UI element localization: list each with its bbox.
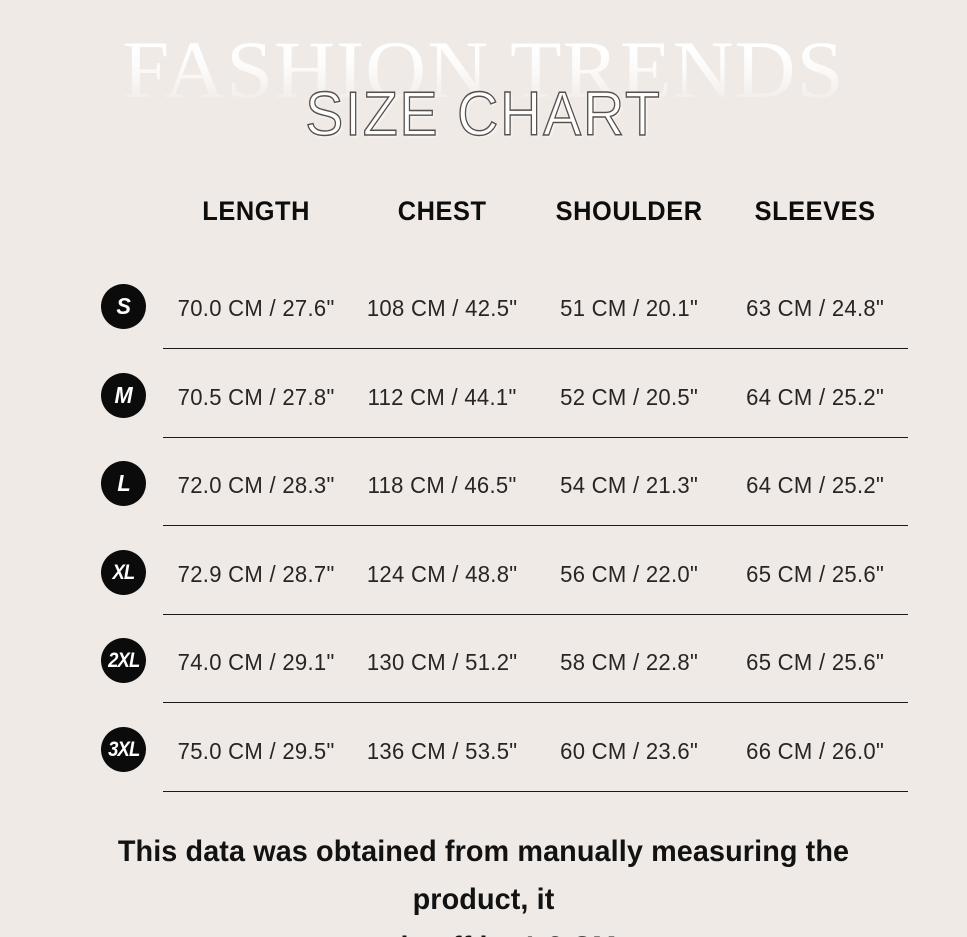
- size-badge-label: 2XL: [107, 649, 140, 672]
- table-row: 2XL 74.0 CM / 29.1" 130 CM / 51.2" 58 CM…: [0, 628, 967, 717]
- cell-length: 70.5 CM / 27.8": [177, 383, 335, 410]
- row-divider: [163, 348, 908, 349]
- row-divider: [163, 790, 908, 792]
- cell-length: 70.0 CM / 27.6": [177, 295, 335, 321]
- table-row: XL 72.9 CM / 28.7" 124 CM / 48.8" 56 CM …: [0, 540, 967, 629]
- cell-length: 75.0 CM / 29.5": [177, 737, 335, 764]
- row-divider: [163, 613, 908, 615]
- size-badge: L: [101, 461, 146, 506]
- cell-shoulder: 54 CM / 21.3": [559, 472, 698, 498]
- table-row: M 70.5 CM / 27.8" 112 CM / 44.1" 52 CM /…: [0, 363, 967, 452]
- cell-sleeves: 64 CM / 25.2": [745, 383, 884, 410]
- disclaimer-line-2: maybeoff by 1-2 CM.: [77, 924, 890, 937]
- disclaimer-line-1: This data was obtained from manually mea…: [117, 835, 850, 916]
- row-cells: 70.5 CM / 27.8" 112 CM / 44.1" 52 CM / 2…: [163, 363, 908, 431]
- cell-chest: 108 CM / 42.5": [367, 295, 518, 321]
- measurement-disclaimer: This data was obtained from manually mea…: [60, 828, 907, 937]
- row-cells: 75.0 CM / 29.5" 136 CM / 53.5" 60 CM / 2…: [163, 717, 908, 785]
- page-title: SIZE CHART: [305, 79, 662, 149]
- size-badge-label: M: [114, 381, 133, 408]
- row-divider: [163, 525, 908, 526]
- cell-length: 74.0 CM / 29.1": [177, 649, 335, 675]
- cell-length: 72.0 CM / 28.3": [177, 472, 335, 498]
- column-header-sleeves: SLEEVES: [754, 196, 876, 226]
- table-row: S 70.0 CM / 27.6" 108 CM / 42.5" 51 CM /…: [0, 274, 967, 363]
- size-badge: M: [101, 372, 146, 418]
- cell-chest: 130 CM / 51.2": [367, 649, 518, 675]
- brand-backdrop-text: FASHION TRENDS: [0, 26, 967, 114]
- header-banner: FASHION TRENDS SIZE CHART: [0, 0, 967, 180]
- size-badge: XL: [101, 549, 146, 595]
- size-badge-label: XL: [112, 560, 136, 584]
- column-header-row: LENGTH CHEST SHOULDER SLEEVES: [163, 194, 908, 238]
- table-row: L 72.0 CM / 28.3" 118 CM / 46.5" 54 CM /…: [0, 451, 967, 540]
- cell-chest: 136 CM / 53.5": [367, 737, 518, 764]
- cell-chest: 112 CM / 44.1": [367, 383, 517, 410]
- cell-sleeves: 66 CM / 26.0": [745, 737, 884, 764]
- cell-sleeves: 65 CM / 25.6": [745, 560, 884, 587]
- cell-shoulder: 60 CM / 23.6": [559, 737, 698, 764]
- column-header-length: LENGTH: [202, 196, 310, 226]
- size-badge-label: S: [116, 293, 131, 319]
- cell-shoulder: 52 CM / 20.5": [559, 383, 698, 410]
- cell-shoulder: 51 CM / 20.1": [559, 295, 698, 321]
- cell-chest: 124 CM / 48.8": [367, 560, 518, 587]
- size-badge-label: L: [116, 470, 131, 496]
- column-header-shoulder: SHOULDER: [555, 196, 703, 226]
- size-badge-label: 3XL: [107, 737, 140, 761]
- cell-sleeves: 63 CM / 24.8": [745, 295, 884, 321]
- cell-chest: 118 CM / 46.5": [367, 472, 517, 498]
- size-table-body: S 70.0 CM / 27.6" 108 CM / 42.5" 51 CM /…: [0, 274, 967, 805]
- row-divider: [163, 436, 908, 438]
- cell-sleeves: 64 CM / 25.2": [745, 472, 884, 498]
- table-row: 3XL 75.0 CM / 29.5" 136 CM / 53.5" 60 CM…: [0, 717, 967, 806]
- size-badge: 2XL: [101, 638, 146, 683]
- row-cells: 74.0 CM / 29.1" 130 CM / 51.2" 58 CM / 2…: [163, 628, 908, 696]
- cell-shoulder: 58 CM / 22.8": [559, 649, 698, 675]
- size-badge: 3XL: [101, 726, 146, 772]
- column-header-chest: CHEST: [397, 196, 487, 226]
- row-cells: 72.0 CM / 28.3" 118 CM / 46.5" 54 CM / 2…: [163, 451, 908, 519]
- row-cells: 72.9 CM / 28.7" 124 CM / 48.8" 56 CM / 2…: [163, 540, 908, 608]
- row-divider: [163, 702, 908, 703]
- size-badge: S: [101, 284, 146, 329]
- row-cells: 70.0 CM / 27.6" 108 CM / 42.5" 51 CM / 2…: [163, 274, 908, 342]
- cell-shoulder: 56 CM / 22.0": [559, 560, 698, 587]
- cell-sleeves: 65 CM / 25.6": [745, 649, 884, 675]
- cell-length: 72.9 CM / 28.7": [177, 560, 335, 587]
